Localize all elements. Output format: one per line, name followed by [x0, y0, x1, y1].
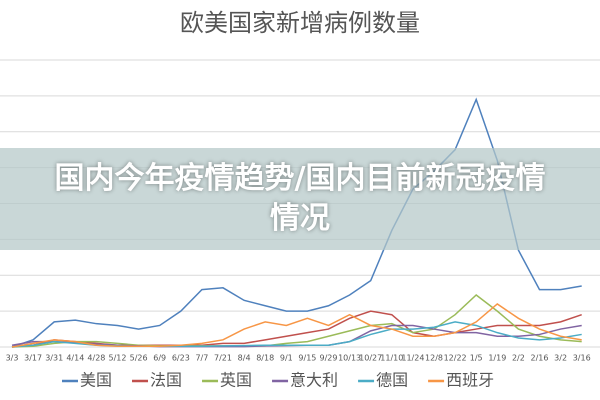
x-tick-label: 11/10 [380, 354, 403, 363]
x-tick-label: 3/3 [6, 354, 19, 363]
x-tick-label: 5/26 [130, 354, 148, 363]
x-tick-label: 1/19 [488, 354, 506, 363]
x-tick-label: 3/16 [573, 354, 591, 363]
overlay-banner: 国内今年疫情趋势/国内目前新冠疫情情况 [0, 148, 600, 250]
x-tick-label: 3/17 [24, 354, 42, 363]
series-line [11, 324, 582, 348]
x-tick-label: 5/12 [109, 354, 127, 363]
series-line [11, 303, 582, 348]
x-tick-label: 2/2 [512, 354, 525, 363]
x-tick-label: 12/22 [444, 354, 467, 363]
legend-label: 西班牙 [446, 371, 494, 390]
x-tick-label: 8/18 [256, 354, 274, 363]
series-line [11, 293, 582, 348]
x-tick-label: 3/31 [45, 354, 63, 363]
x-tick-label: 4/14 [66, 354, 84, 363]
x-tick-label: 2/16 [531, 354, 549, 363]
x-tick-label: 6/23 [172, 354, 190, 363]
series-line [11, 97, 582, 348]
x-tick-label: 10/13 [338, 354, 361, 363]
x-tick-label: 9/15 [298, 354, 316, 363]
legend-label: 英国 [220, 371, 252, 390]
legend-label: 法国 [150, 371, 182, 390]
x-tick-label: 3/2 [554, 354, 567, 363]
overlay-text: 国内今年疫情趋势/国内目前新冠疫情情况 [54, 161, 546, 236]
x-tick-label: 11/24 [401, 354, 424, 363]
x-tick-label: 1/5 [470, 354, 483, 363]
x-tick-label: 6/9 [153, 354, 166, 363]
legend-label: 德国 [376, 371, 408, 390]
x-tick-label: 10/27 [359, 354, 382, 363]
x-tick-label: 7/21 [214, 354, 232, 363]
legend-label: 美国 [80, 371, 112, 390]
x-tick-label: 9/29 [320, 354, 338, 363]
x-tick-label: 12/8 [425, 354, 443, 363]
legend-label: 意大利 [290, 371, 338, 390]
x-tick-label: 4/28 [87, 354, 105, 363]
x-tick-label: 7/7 [195, 354, 208, 363]
x-tick-label: 9/1 [280, 354, 293, 363]
chart-title: 欧美国家新增病例数量 [180, 9, 420, 37]
x-tick-label: 8/4 [238, 354, 251, 363]
